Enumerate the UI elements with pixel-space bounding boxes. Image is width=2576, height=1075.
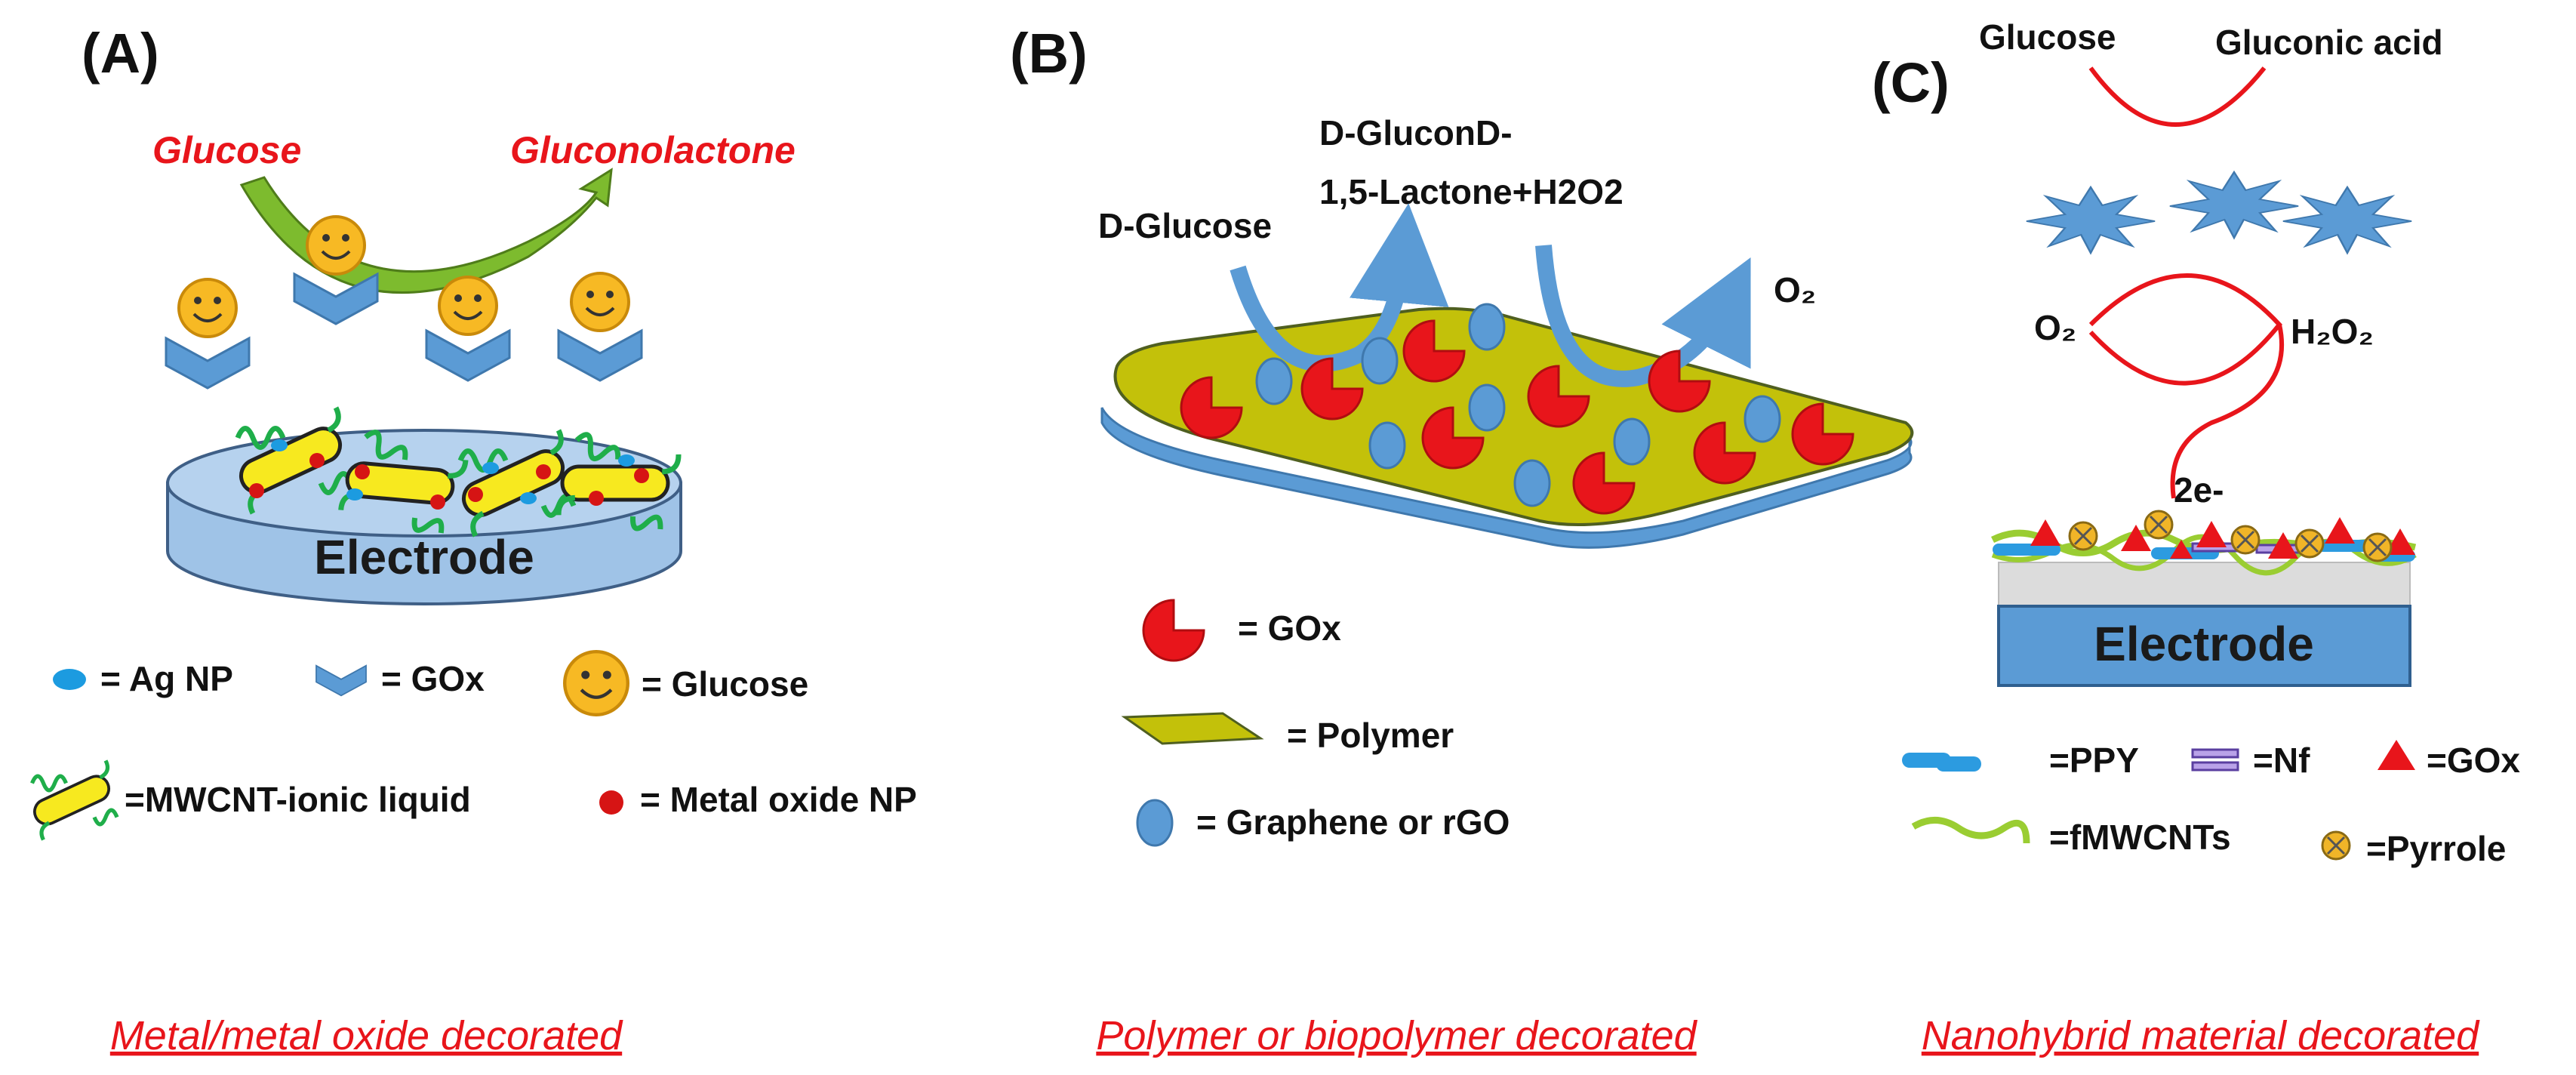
caption-a: Metal/metal oxide decorated <box>110 1013 623 1058</box>
gox-swatch-b <box>1142 599 1205 662</box>
panel-c-peroxide: H₂O₂ <box>2291 312 2374 351</box>
legend-gox: = GOx <box>381 659 485 698</box>
legend-b-gox: = GOx <box>1238 608 1341 648</box>
graphene-oval <box>1743 395 1781 443</box>
pyrrole-swatch <box>2321 830 2351 861</box>
gox-bursts-c <box>2025 171 2413 254</box>
caption-c: Nanohybrid material decorated <box>1922 1013 2480 1058</box>
panel-b-product-line1: D-GluconD- <box>1319 113 1513 152</box>
panel-a-label: (A) <box>82 22 159 85</box>
reaction-arc-bottom <box>2088 273 2282 386</box>
panel-b-oxygen: O₂ <box>1774 270 1816 310</box>
graphene-oval <box>1468 303 1506 351</box>
metal-oxide-swatch <box>599 790 623 815</box>
gox-burst <box>2282 186 2413 254</box>
panel-b-label: (B) <box>1010 22 1088 85</box>
panel-a-product: Gluconolactone <box>510 129 796 171</box>
nf-swatch <box>2191 748 2239 772</box>
glucose-swatch <box>565 651 628 715</box>
panel-c: (C) Glucose Gluconic acid O₂ H₂O₂ 2e- El… <box>1872 17 2520 1058</box>
graphene-oval <box>1468 383 1506 432</box>
graphene-oval <box>1513 459 1551 507</box>
panel-a-substrate: Glucose <box>152 129 301 171</box>
graphene-swatch <box>1136 799 1174 847</box>
legend-mwcnt: =MWCNT-ionic liquid <box>125 780 471 819</box>
nanohybrid-layer <box>1990 510 2417 576</box>
legend-c-fmwcnts: =fMWCNTs <box>2049 818 2231 857</box>
graphene-oval <box>1361 337 1399 385</box>
legend-c: =PPY =Nf =GOx =fMWCNTs =Pyrrole <box>1902 740 2520 868</box>
panel-c-product: Gluconic acid <box>2215 23 2443 62</box>
legend-c-gox: =GOx <box>2427 741 2520 780</box>
fmwcnt-swatch <box>1911 817 2030 844</box>
panel-c-electrons: 2e- <box>2174 470 2224 510</box>
legend-b-graphene: = Graphene or rGO <box>1196 802 1510 842</box>
gox-burst <box>2025 186 2156 254</box>
glucose-smiley <box>306 215 366 276</box>
legend-b-polymer: = Polymer <box>1287 716 1454 755</box>
graphene-oval <box>1255 357 1293 405</box>
ppy-swatch <box>1936 756 1981 772</box>
gox-burst <box>2168 171 2300 239</box>
mwcnt-swatch <box>30 761 117 840</box>
gox-swatch-c <box>2377 740 2415 770</box>
graphene-oval <box>1368 421 1406 470</box>
glucose-smiley <box>438 276 498 336</box>
panel-c-label: (C) <box>1872 51 1950 114</box>
panel-b: (B) D-GluconD- 1,5-Lactone+H2O2 D-Glucos… <box>1010 22 1914 1058</box>
gox-pacman <box>1648 350 1711 413</box>
legend-ag-np: = Ag NP <box>100 659 233 698</box>
electron-path <box>2170 324 2285 499</box>
reaction-arc-top <box>2088 66 2267 127</box>
polymer-swatch <box>1121 712 1264 745</box>
glucose-smiley <box>570 272 630 332</box>
gox-swatch <box>315 664 367 697</box>
legend-b: = GOx = Polymer = Graphene or rGO <box>1121 599 1510 847</box>
panel-c-oxygen: O₂ <box>2034 308 2076 347</box>
reaction-arrow-b1 <box>1230 203 1449 372</box>
legend-glucose: = Glucose <box>642 664 808 704</box>
ag-np-swatch <box>53 669 86 690</box>
gox-glucose-complexes <box>165 215 643 390</box>
electrode-stack-c: Electrode <box>1997 562 2411 687</box>
panel-b-product-line2: 1,5-Lactone+H2O2 <box>1319 172 1623 211</box>
electrode-label-c: Electrode <box>2094 617 2314 671</box>
legend-c-ppy: =PPY <box>2049 741 2139 780</box>
legend-c-nf: =Nf <box>2253 741 2310 780</box>
legend-c-pyrrole: =Pyrrole <box>2366 829 2506 868</box>
electrode-label-a: Electrode <box>314 530 534 584</box>
gox-chevron <box>293 273 379 325</box>
gox-chevron <box>557 329 643 382</box>
reaction-arrow-b2 <box>1535 245 1751 387</box>
caption-b: Polymer or biopolymer decorated <box>1096 1013 1697 1058</box>
glucose-smiley <box>177 278 238 338</box>
gox-chevron <box>165 337 251 390</box>
mwcnt-tubes <box>235 408 692 559</box>
legend-a: = Ag NP = GOx = Glucose =MWCNT-ionic liq… <box>30 651 917 840</box>
gox-chevron <box>425 329 511 382</box>
panel-a: (A) Glucose Gluconolactone Electrode <box>30 22 917 1058</box>
legend-metal-oxide: = Metal oxide NP <box>640 780 917 819</box>
panel-c-substrate: Glucose <box>1979 17 2116 57</box>
graphene-oval <box>1613 417 1651 466</box>
panel-b-substrate: D-Glucose <box>1098 206 1272 245</box>
